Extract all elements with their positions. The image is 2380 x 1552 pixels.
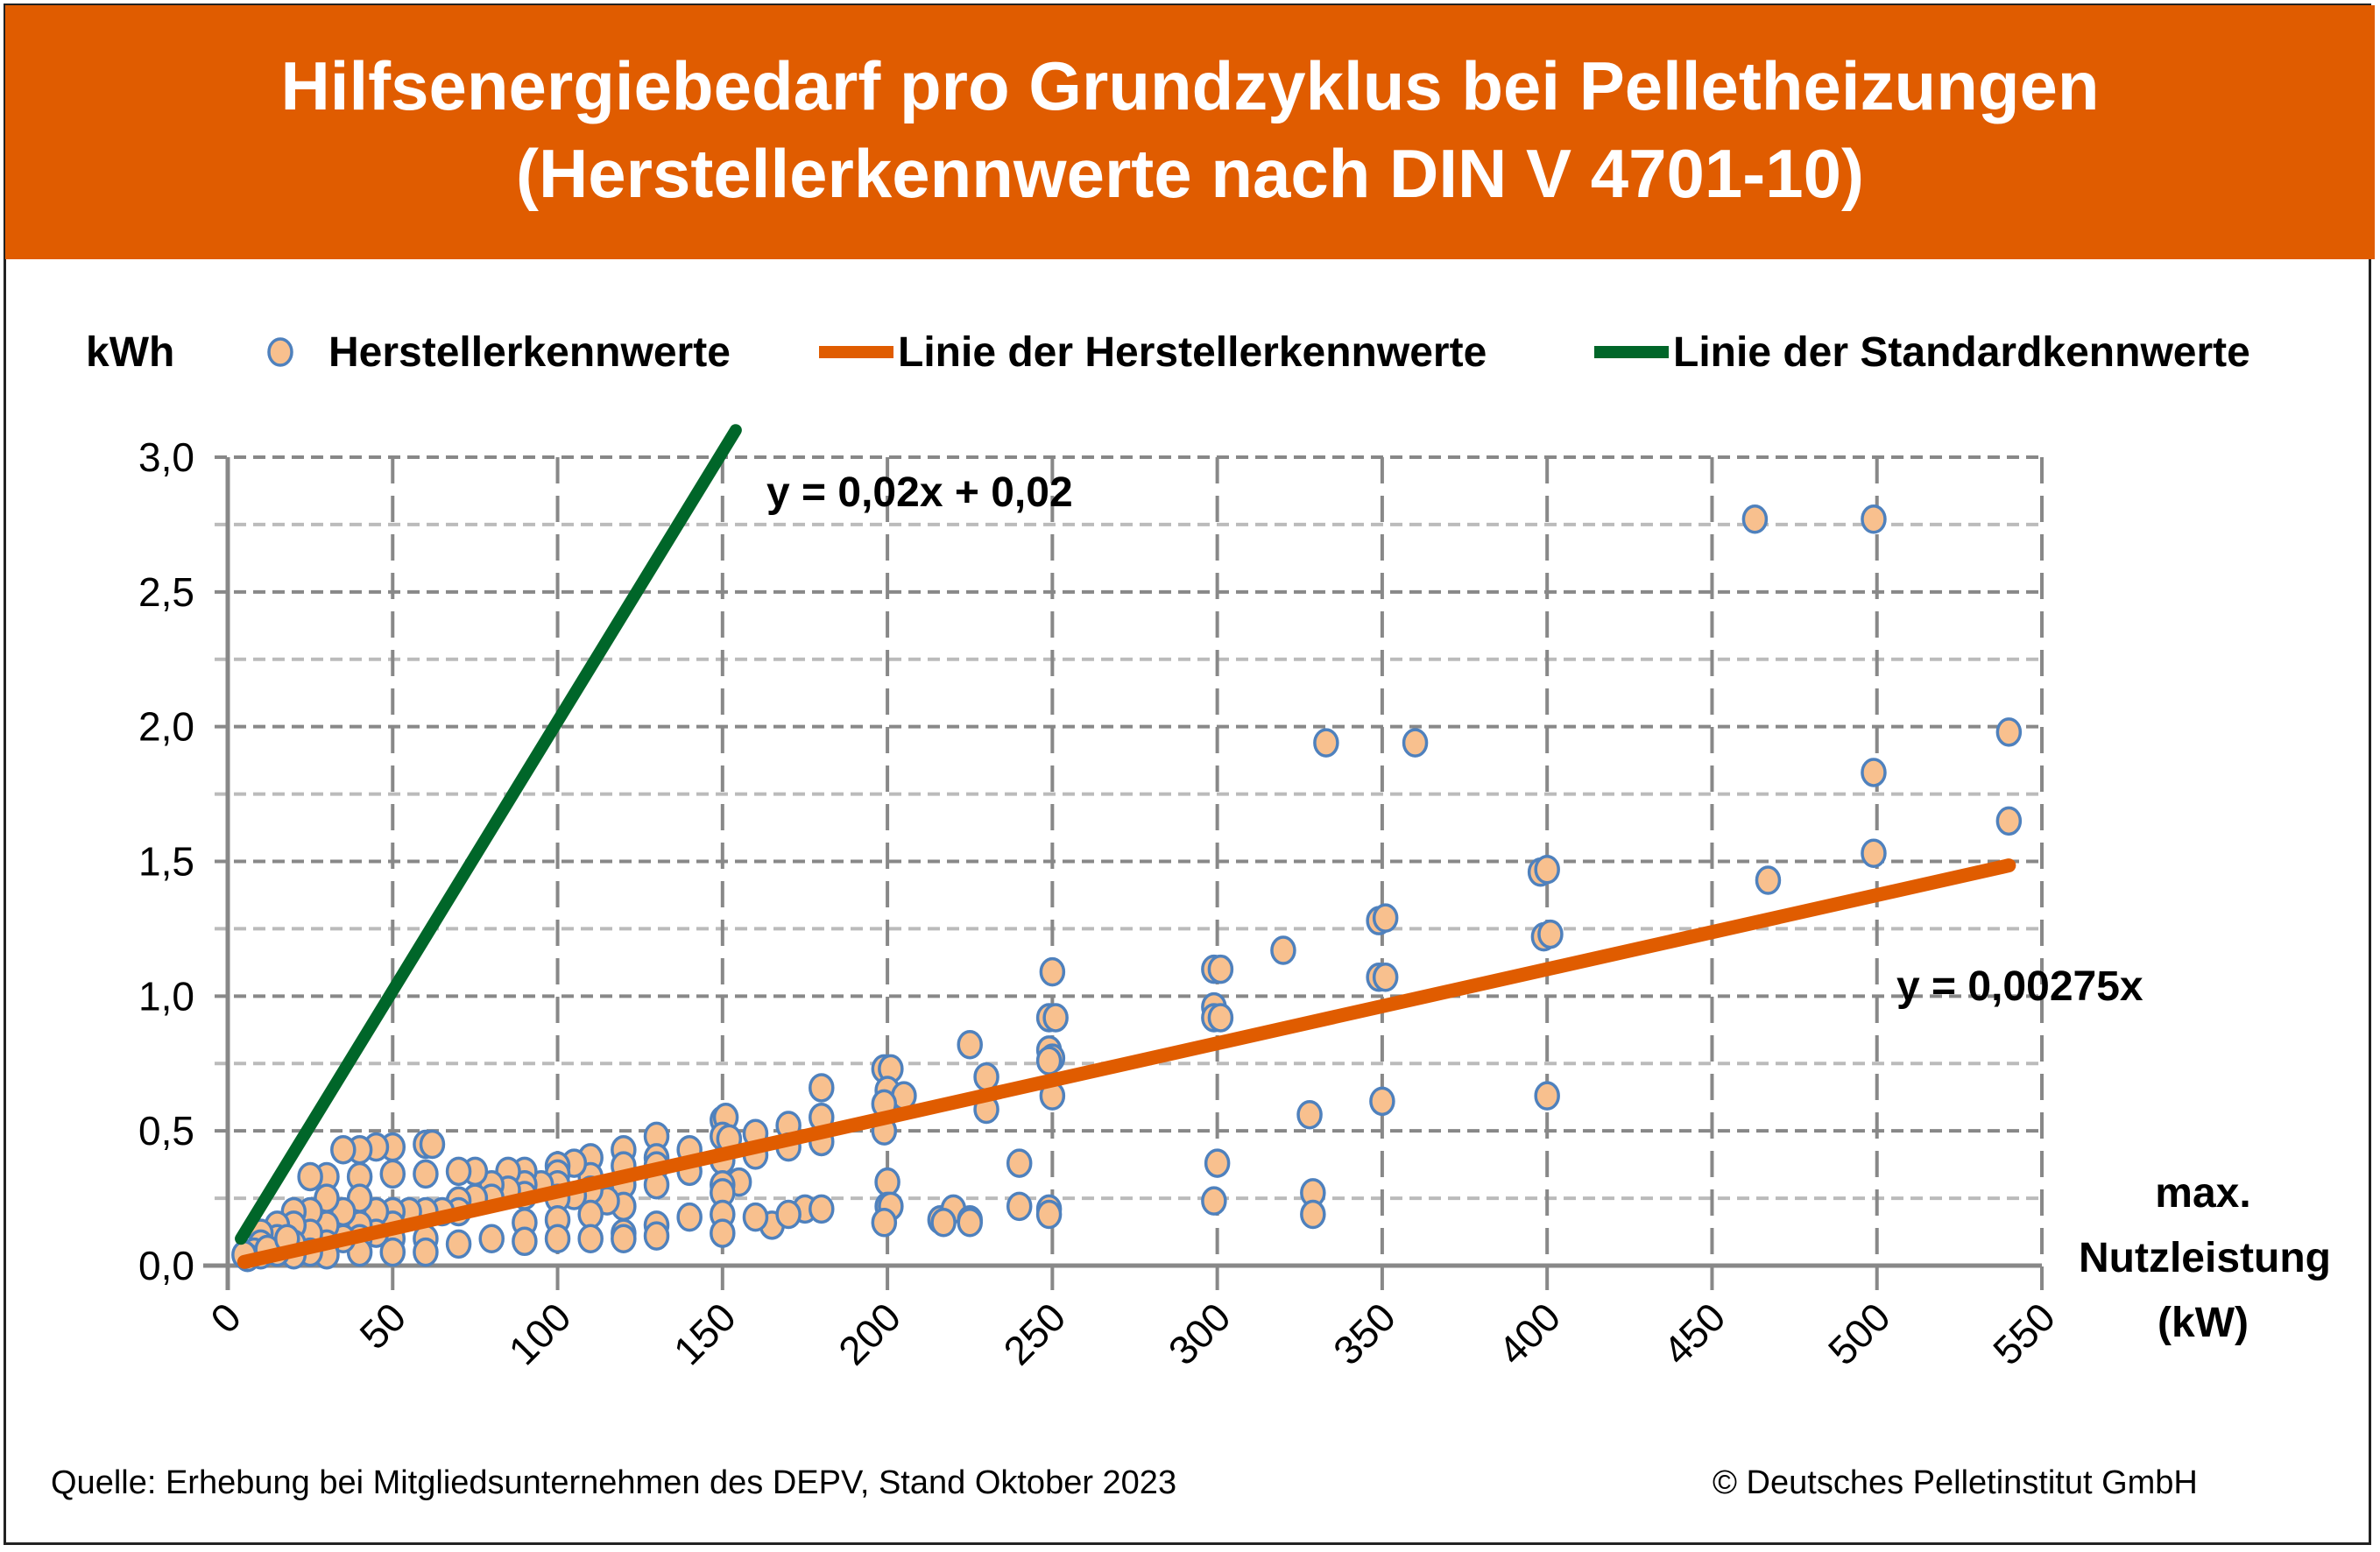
copyright-note: © Deutsches Pelletinstitut GmbH bbox=[1713, 1464, 2198, 1501]
data-point bbox=[1207, 954, 1234, 984]
legend-label: Herstellerkennwerte bbox=[328, 329, 731, 376]
data-point bbox=[957, 1208, 983, 1238]
data-point bbox=[1861, 504, 1887, 534]
legend-label: Linie der Herstellerkennwerte bbox=[898, 329, 1487, 376]
data-point bbox=[1035, 1046, 1063, 1076]
data-point bbox=[445, 1156, 472, 1187]
data-point bbox=[1369, 1086, 1395, 1117]
data-point bbox=[643, 1221, 670, 1251]
data-point bbox=[742, 1202, 769, 1232]
data-point bbox=[1300, 1199, 1326, 1230]
x-tick-label: 450 bbox=[1654, 1294, 1734, 1373]
x-axis-label: max. bbox=[2155, 1170, 2250, 1217]
x-axis-label: (kW) bbox=[2158, 1300, 2249, 1346]
y-tick-label: 0,5 bbox=[138, 1108, 194, 1153]
x-tick-label: 400 bbox=[1489, 1294, 1569, 1373]
data-point bbox=[1270, 935, 1296, 965]
data-point bbox=[1755, 865, 1782, 895]
x-tick-label: 350 bbox=[1324, 1294, 1404, 1373]
hersteller-trendline bbox=[237, 858, 2016, 1269]
data-point bbox=[1537, 919, 1564, 949]
hersteller-equation-label: y = 0,00275x bbox=[1896, 963, 2143, 1010]
data-point bbox=[544, 1224, 571, 1253]
data-point bbox=[419, 1129, 446, 1160]
standard-trendline bbox=[235, 424, 742, 1245]
x-tick-label: 0 bbox=[201, 1294, 250, 1342]
data-point bbox=[1861, 758, 1887, 787]
data-point bbox=[1741, 504, 1769, 534]
data-point bbox=[1534, 1081, 1560, 1111]
data-point bbox=[1372, 963, 1399, 992]
data-point bbox=[379, 1237, 406, 1267]
title-banner: Hilfsenergiebedarf pro Grundzyklus bei P… bbox=[5, 5, 2375, 259]
x-tick-label: 550 bbox=[1984, 1294, 2064, 1373]
y-tick-label: 2,5 bbox=[138, 569, 194, 615]
data-point bbox=[413, 1159, 439, 1189]
data-point bbox=[809, 1073, 835, 1103]
data-point bbox=[1006, 1148, 1033, 1178]
data-point bbox=[379, 1159, 406, 1189]
data-point bbox=[775, 1199, 802, 1230]
data-point bbox=[577, 1224, 604, 1253]
data-point bbox=[1042, 1003, 1069, 1033]
data-point bbox=[512, 1226, 538, 1257]
y-tick-label: 1,0 bbox=[138, 973, 194, 1019]
standard-equation-label: y = 0,02x + 0,02 bbox=[766, 469, 1073, 516]
data-point bbox=[445, 1229, 472, 1259]
data-point bbox=[957, 1029, 983, 1060]
x-axis-label: Nutzleistung bbox=[2079, 1235, 2331, 1281]
data-point bbox=[1201, 1186, 1227, 1216]
chart-title: Hilfsenergiebedarf pro Grundzyklus bei P… bbox=[280, 47, 2100, 124]
data-point bbox=[1313, 728, 1339, 758]
data-point bbox=[710, 1218, 736, 1248]
legend-marker-herstellerkennwerte bbox=[267, 337, 293, 367]
data-point bbox=[1995, 717, 2023, 747]
x-tick-label: 150 bbox=[665, 1294, 745, 1373]
data-point bbox=[297, 1161, 323, 1192]
x-tick-label: 250 bbox=[994, 1294, 1074, 1373]
data-point bbox=[874, 1167, 900, 1197]
chart-subtitle: (Herstellerkennwerte nach DIN V 4701-10) bbox=[516, 135, 1864, 212]
source-note: Quelle: Erhebung bei Mitgliedsunternehme… bbox=[51, 1464, 1177, 1501]
legend-label: Linie der Standardkennwerte bbox=[1673, 329, 2250, 376]
data-point bbox=[1402, 728, 1429, 758]
data-point bbox=[1534, 854, 1560, 885]
y-tick-label: 0,0 bbox=[138, 1243, 194, 1288]
data-point bbox=[1861, 838, 1887, 869]
y-tick-label: 3,0 bbox=[138, 434, 194, 480]
data-point bbox=[1039, 956, 1066, 987]
data-point bbox=[330, 1134, 357, 1165]
chart-frame bbox=[4, 4, 2371, 1545]
data-point bbox=[930, 1208, 957, 1238]
y-axis-label: kWh bbox=[86, 329, 174, 376]
data-point bbox=[1204, 1148, 1231, 1178]
x-tick-label: 50 bbox=[350, 1294, 414, 1358]
data-point bbox=[1995, 806, 2023, 836]
data-point bbox=[871, 1208, 898, 1238]
data-point bbox=[1372, 903, 1399, 933]
x-tick-label: 300 bbox=[1160, 1294, 1239, 1373]
x-tick-label: 500 bbox=[1819, 1294, 1899, 1373]
data-point bbox=[478, 1224, 505, 1253]
y-tick-label: 1,5 bbox=[138, 839, 194, 885]
data-point bbox=[973, 1062, 999, 1092]
data-point bbox=[1296, 1099, 1323, 1130]
data-point bbox=[809, 1194, 835, 1224]
data-point bbox=[676, 1202, 703, 1232]
y-tick-label: 2,0 bbox=[138, 704, 194, 750]
x-tick-label: 200 bbox=[830, 1294, 909, 1373]
data-point bbox=[611, 1224, 637, 1253]
data-point bbox=[1006, 1191, 1033, 1222]
data-point bbox=[1207, 1003, 1234, 1033]
x-tick-label: 100 bbox=[500, 1294, 580, 1373]
data-point bbox=[413, 1237, 439, 1267]
data-point bbox=[1035, 1199, 1063, 1230]
